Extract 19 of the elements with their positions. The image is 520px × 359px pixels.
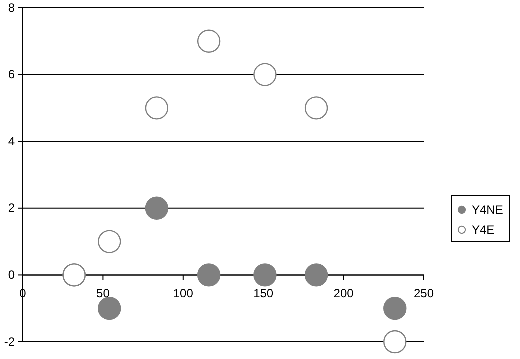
y-tick-label: 4 xyxy=(8,134,16,148)
point xyxy=(254,264,277,287)
point xyxy=(304,264,328,287)
y-tick-label: -2 xyxy=(4,334,16,349)
point xyxy=(145,196,169,220)
y-tick-label: 8 xyxy=(8,0,16,15)
point xyxy=(98,297,122,320)
x-tick-label: 50 xyxy=(96,286,110,301)
legend-label: Y4E xyxy=(472,223,495,237)
x-tick-label: 250 xyxy=(414,286,434,301)
legend-label: Y4NE xyxy=(472,203,504,217)
x-tick-label: 100 xyxy=(173,286,194,301)
point xyxy=(384,297,407,320)
x-tick-label: 200 xyxy=(334,286,354,301)
y-tick-label: 2 xyxy=(8,201,16,216)
y-tick-label: 6 xyxy=(8,68,16,82)
y-tick-label: 0 xyxy=(8,268,16,282)
x-tick-label: 150 xyxy=(254,286,274,301)
point xyxy=(197,264,221,287)
